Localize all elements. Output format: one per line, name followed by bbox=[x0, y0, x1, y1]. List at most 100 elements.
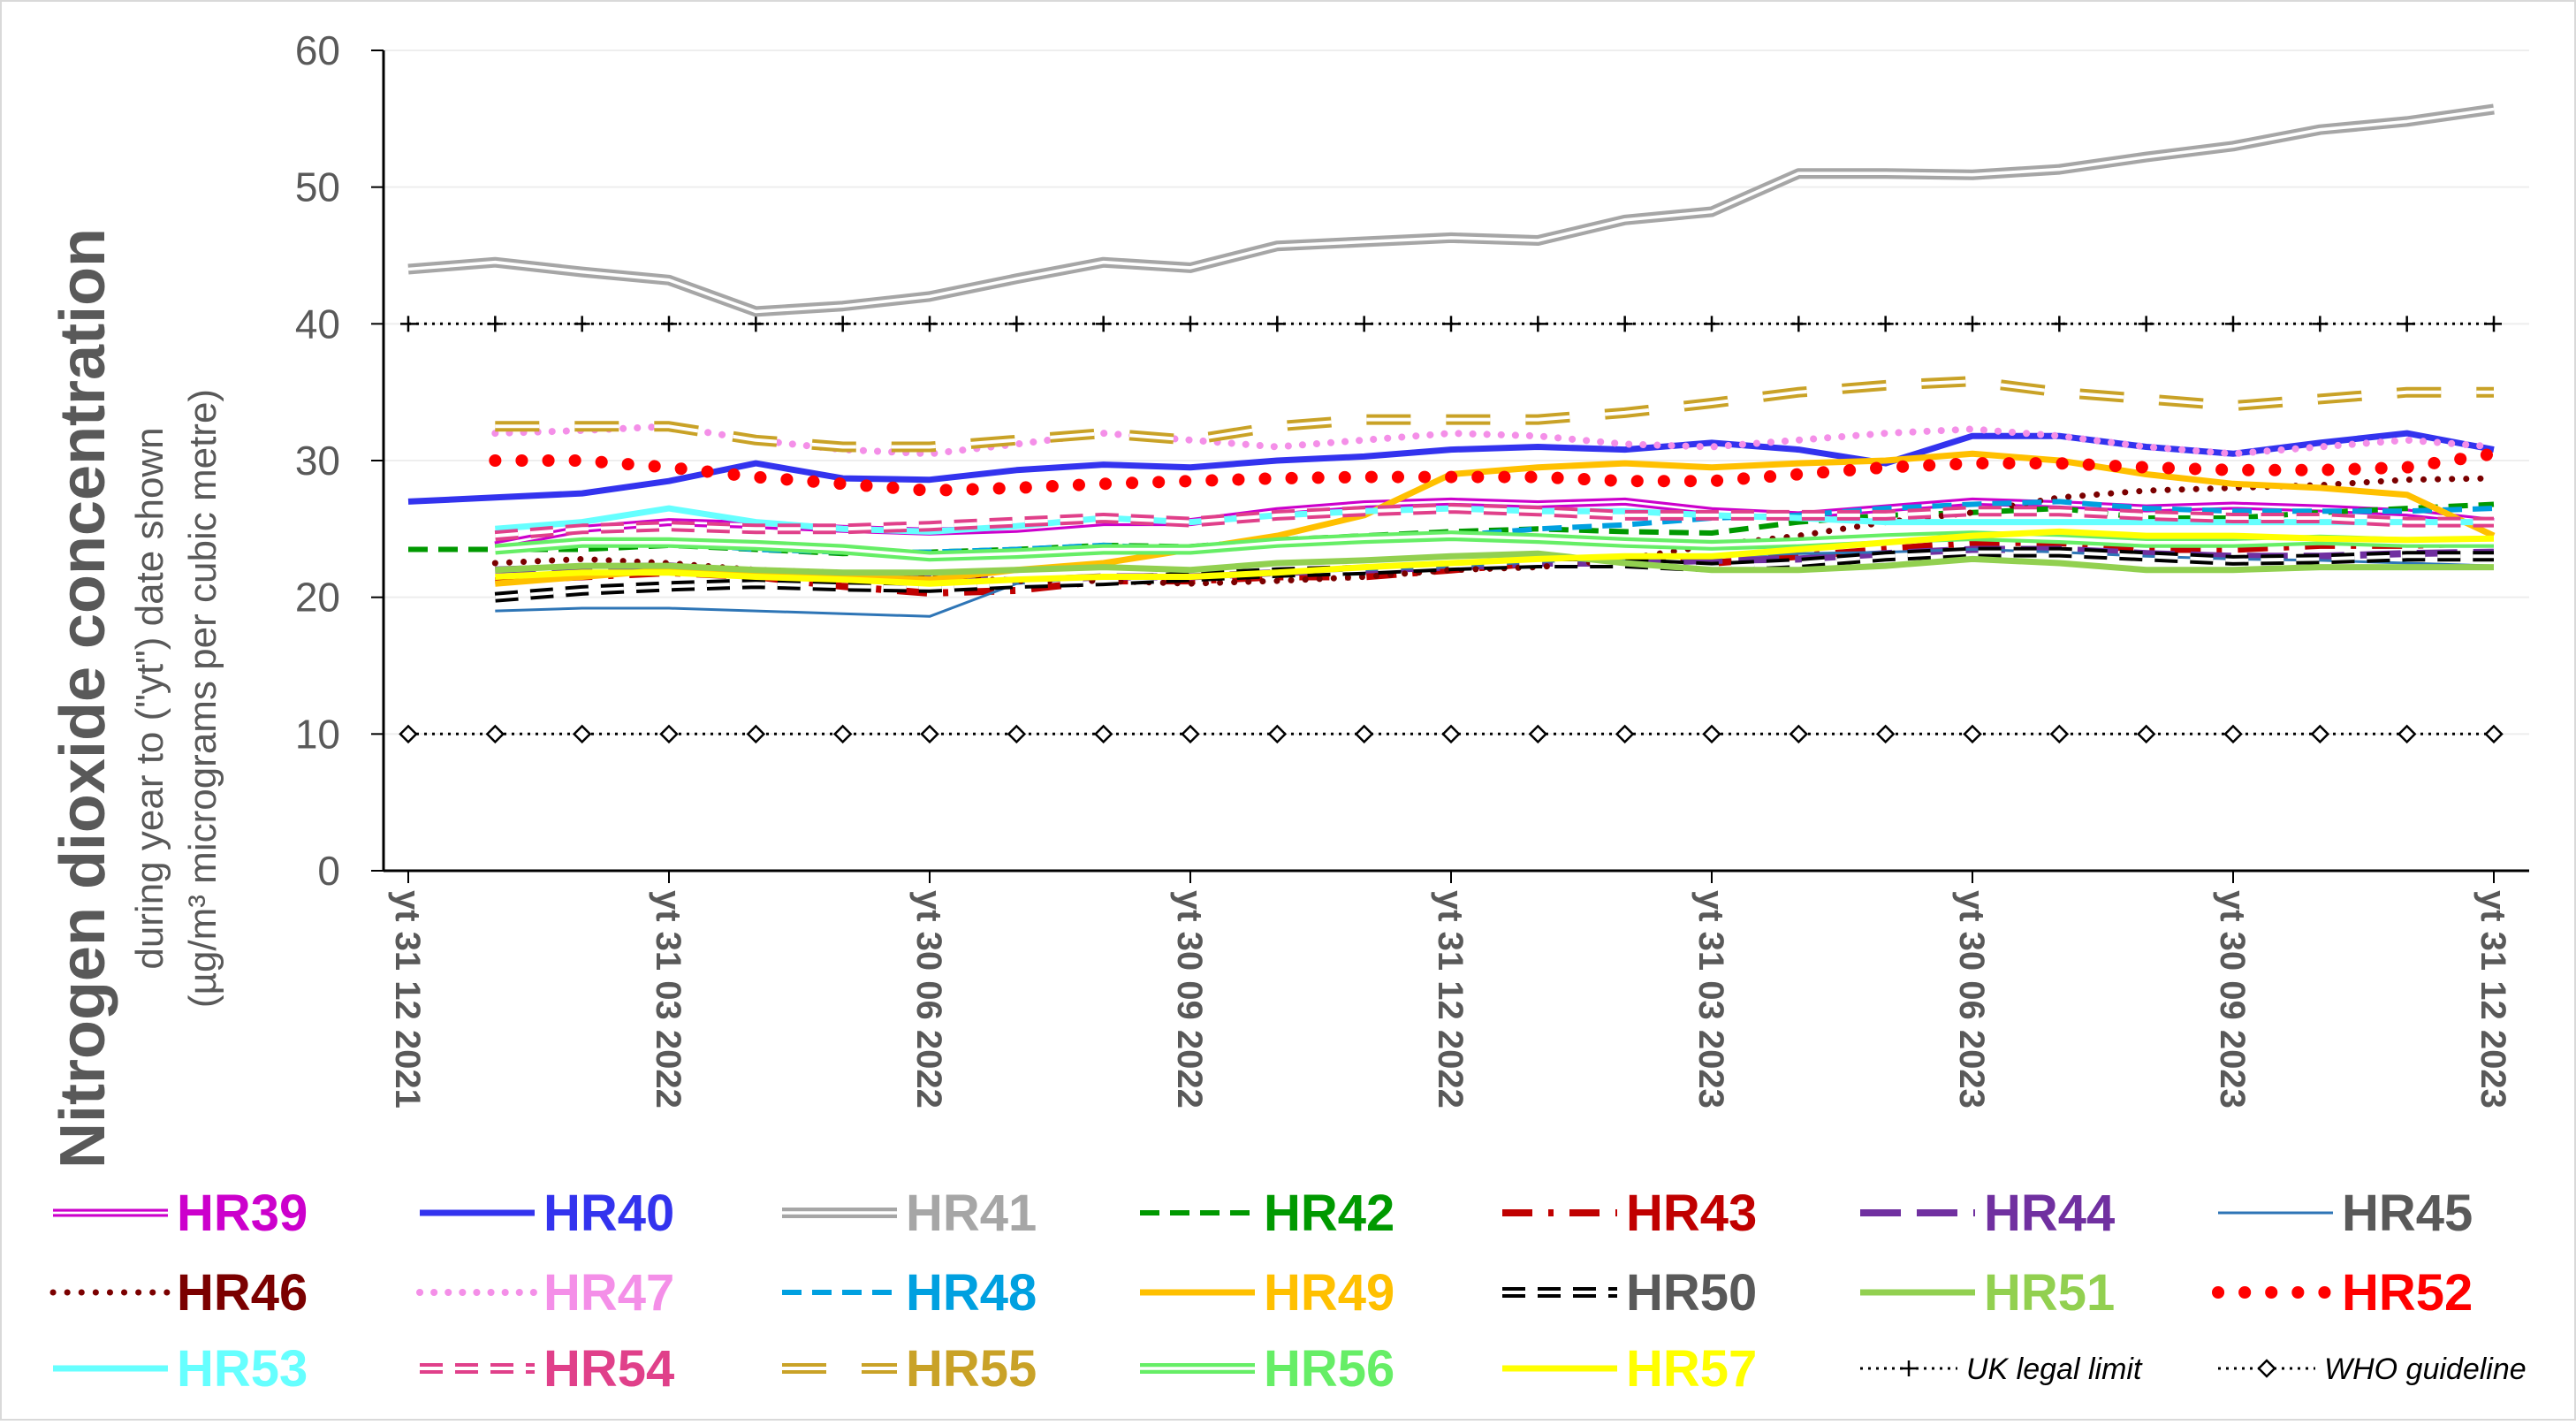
legend-item-hr46: HR46 bbox=[49, 1264, 308, 1322]
limit-marker bbox=[1269, 316, 1286, 332]
y-tick-label: 40 bbox=[295, 301, 340, 347]
legend-item-hr50: HR50 bbox=[1502, 1264, 1757, 1322]
legend-item-who-guideline: WHO guideline bbox=[2218, 1353, 2527, 1386]
limit-marker bbox=[1441, 724, 1461, 744]
legend-item-hr44: HR44 bbox=[1860, 1185, 2115, 1242]
y-tick-label: 60 bbox=[295, 27, 340, 73]
legend: HR39 HR40 HR41 HR42 HR43 HR44 HR45 HR46 HR47 HR48… bbox=[49, 1185, 2527, 1398]
limit-marker bbox=[1963, 724, 1982, 744]
limit-marker bbox=[1181, 724, 1200, 744]
legend-item-hr54: HR54 bbox=[420, 1340, 674, 1398]
series-hr54 bbox=[494, 503, 2494, 542]
series-who-guideline bbox=[399, 724, 2504, 744]
x-tick-label: yt 30 09 2022 bbox=[1170, 890, 1209, 1109]
legend-item-hr51: HR51 bbox=[1860, 1264, 2115, 1322]
legend-item-hr40: HR40 bbox=[420, 1185, 674, 1242]
y-axis-title-sub2: (µg/m³ micrograms per cubic metre) bbox=[181, 389, 224, 1008]
legend-item-uk-legal-limit: UK legal limit bbox=[1860, 1353, 2143, 1386]
legend-label: HR50 bbox=[1626, 1264, 1757, 1322]
limit-marker bbox=[1964, 316, 1980, 332]
legend-item-hr41: HR41 bbox=[782, 1185, 1037, 1242]
limit-marker bbox=[1008, 316, 1025, 332]
series-hr57 bbox=[495, 528, 2495, 587]
legend-item-hr42: HR42 bbox=[1140, 1185, 1394, 1242]
legend-label: HR40 bbox=[543, 1185, 674, 1242]
legend-label: HR41 bbox=[906, 1185, 1037, 1242]
limit-marker bbox=[1704, 316, 1720, 332]
series-line-hr40 bbox=[407, 430, 2495, 505]
y-tick-label: 30 bbox=[295, 438, 340, 484]
limit-marker bbox=[1007, 724, 1027, 744]
legend-label: HR48 bbox=[906, 1264, 1037, 1322]
legend-label: HR46 bbox=[177, 1264, 308, 1322]
series-line-hr54 bbox=[495, 507, 2494, 538]
limit-marker bbox=[2484, 724, 2504, 744]
x-tick-labels: yt 31 12 2021 yt 31 03 2022 yt 30 06 2022 y… bbox=[388, 890, 2512, 1109]
limit-marker bbox=[2223, 724, 2243, 744]
legend-label: HR55 bbox=[906, 1340, 1037, 1398]
limit-marker bbox=[834, 316, 851, 332]
limit-marker bbox=[1182, 316, 1198, 332]
limit-marker bbox=[1354, 724, 1374, 744]
legend-item-hr45: HR45 bbox=[2218, 1185, 2473, 1242]
limit-marker bbox=[2312, 316, 2329, 332]
legend-item-hr53: HR53 bbox=[53, 1340, 308, 1398]
legend-label: HR44 bbox=[1984, 1185, 2115, 1242]
limit-marker bbox=[2049, 724, 2070, 744]
limit-marker bbox=[2486, 316, 2502, 332]
legend-label: HR49 bbox=[1264, 1264, 1394, 1322]
legend-label: HR45 bbox=[2342, 1185, 2473, 1242]
limit-marker bbox=[2398, 316, 2415, 332]
legend-label: HR39 bbox=[177, 1185, 308, 1242]
series-hr56 bbox=[494, 530, 2494, 562]
limit-marker bbox=[1095, 316, 1112, 332]
x-tick-label: yt 31 12 2023 bbox=[2473, 890, 2512, 1109]
legend-item-hr57: HR57 bbox=[1502, 1340, 1757, 1398]
x-tick-label: yt 30 06 2023 bbox=[1952, 890, 1991, 1109]
series-uk-legal-limit bbox=[400, 316, 2502, 332]
x-tick-label: yt 30 06 2022 bbox=[909, 890, 948, 1109]
legend-item-hr56: HR56 bbox=[1140, 1340, 1394, 1398]
limit-marker bbox=[661, 316, 677, 332]
legend-item-hr48: HR48 bbox=[782, 1264, 1037, 1322]
legend-item-hr52: HR52 bbox=[2212, 1264, 2473, 1322]
limit-marker bbox=[487, 316, 504, 332]
limit-marker bbox=[1790, 316, 1807, 332]
limit-marker bbox=[832, 724, 853, 744]
limit-marker bbox=[1443, 316, 1459, 332]
series-hr55 bbox=[495, 376, 2494, 453]
limit-marker bbox=[922, 316, 938, 332]
limit-marker bbox=[2225, 316, 2241, 332]
y-tick-labels: 0 10 20 30 40 50 60 bbox=[295, 27, 340, 894]
series-line-hr55 bbox=[495, 379, 2494, 449]
x-tick-label: yt 31 03 2022 bbox=[649, 890, 688, 1109]
limit-marker bbox=[1702, 724, 1721, 744]
y-axis-title-main: Nitrogen dioxide concentration bbox=[48, 228, 118, 1169]
limit-marker bbox=[746, 724, 766, 744]
series-hr51 bbox=[495, 550, 2494, 576]
y-tick-label: 20 bbox=[295, 575, 340, 621]
series-line-hr41 bbox=[407, 107, 2495, 314]
legend-label: HR52 bbox=[2342, 1264, 2473, 1322]
limit-marker bbox=[485, 724, 505, 744]
limit-marker bbox=[1875, 724, 1896, 744]
x-tick-label: yt 31 03 2023 bbox=[1691, 890, 1730, 1109]
series-line-hr50 bbox=[495, 550, 2494, 599]
series-hr40 bbox=[407, 430, 2495, 505]
series-hr41 bbox=[407, 103, 2495, 317]
limit-marker bbox=[2051, 316, 2068, 332]
limit-marker bbox=[1901, 1360, 1917, 1376]
legend-label: HR57 bbox=[1626, 1340, 1757, 1398]
series-hr50 bbox=[494, 546, 2494, 603]
legend-label: HR54 bbox=[543, 1340, 674, 1398]
x-tick-label: yt 30 09 2023 bbox=[2213, 890, 2252, 1109]
limit-marker bbox=[2257, 1359, 2276, 1378]
limit-marker bbox=[1616, 316, 1633, 332]
legend-item-hr49: HR49 bbox=[1140, 1264, 1394, 1322]
axes bbox=[382, 50, 2529, 883]
limit-marker bbox=[1528, 724, 1548, 744]
y-tick-label: 0 bbox=[317, 848, 340, 894]
limit-marker bbox=[659, 724, 679, 744]
y-axis-title-sub1: during year to ("yt") date shown bbox=[128, 427, 171, 969]
legend-item-hr39: HR39 bbox=[53, 1185, 308, 1242]
